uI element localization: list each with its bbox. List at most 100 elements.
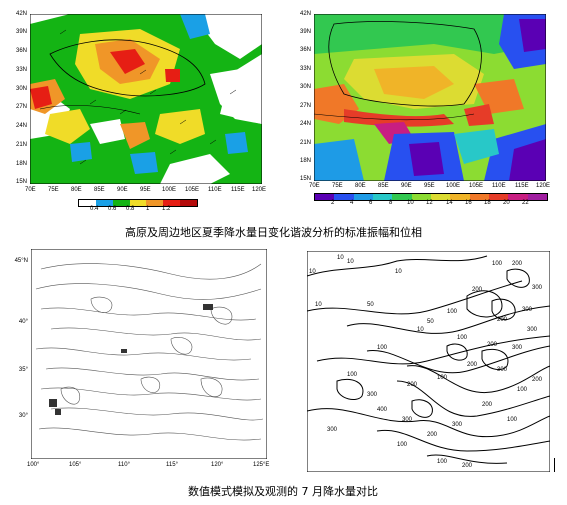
lon-label: 120E: [536, 183, 551, 189]
top-left-lat-labels: 42N 39N 36N 33N 30N 27N 24N 21N 18N 15N: [9, 11, 29, 185]
colorbar-swatch: [334, 194, 354, 200]
colorbar-swatch: [112, 200, 130, 206]
contour-label: 300: [327, 427, 338, 433]
contour-label: 100: [437, 375, 448, 381]
contour-label: 100: [397, 442, 408, 448]
colorbar-swatch: [488, 194, 509, 200]
colorbar-label: 0.8: [126, 206, 135, 212]
colorbar-label: 8: [389, 200, 393, 206]
top-left-lon-labels: 70E 75E 80E 85E 90E 95E 100E 105E 110E 1…: [25, 187, 266, 195]
lat-label: 18N: [15, 161, 27, 167]
caption-bottom: 数值模式模拟及观测的 7 月降水量对比: [188, 485, 378, 498]
lat-label: 35°: [18, 367, 28, 373]
lat-label: 30N: [299, 84, 311, 90]
contour-label: 10: [309, 269, 316, 275]
colorbar-swatch: [430, 194, 451, 200]
contour-label: 100: [492, 261, 503, 267]
lon-label: 110°: [118, 462, 130, 468]
colorbar-swatch: [508, 194, 528, 200]
top-left-colorbar-labels: 0.4 0.6 0.8 1 1.2: [78, 206, 196, 214]
top-right-map-canvas: [314, 14, 546, 181]
lon-label: 85E: [94, 187, 105, 193]
contour-label: 50: [367, 302, 374, 308]
colorbar-swatch: [146, 200, 164, 206]
colorbar-swatch: [392, 194, 412, 200]
lon-label: 100°: [27, 462, 40, 468]
lon-label: 75E: [332, 183, 343, 189]
colorbar-label: 22: [522, 200, 529, 206]
colorbar-label: 6: [369, 200, 373, 206]
colorbar-label: 12: [426, 200, 433, 206]
lon-label: 105°: [69, 462, 82, 468]
contour-label: 300: [367, 392, 378, 398]
lat-label: 39N: [15, 29, 27, 35]
lon-label: 105E: [185, 187, 200, 193]
colorbar-label: 4: [350, 200, 354, 206]
colorbar-swatch: [180, 200, 198, 206]
colorbar-swatch: [411, 194, 431, 200]
contour-label: 200: [482, 402, 493, 408]
lon-label: 115E: [231, 187, 245, 193]
lon-label: 105E: [469, 183, 484, 189]
top-right-map: [314, 14, 546, 181]
contour-label: 300: [522, 307, 533, 313]
colorbar-swatch: [163, 200, 181, 206]
lat-label: 30°: [18, 413, 28, 419]
contour-label: 50: [427, 319, 434, 325]
contour-label: 200: [407, 382, 418, 388]
bottom-right-edge-mark: [554, 458, 555, 472]
contour-label: 400: [377, 407, 388, 413]
lon-label: 115E: [515, 183, 529, 189]
colorbar-swatch: [450, 194, 470, 200]
lat-label: 24N: [299, 121, 311, 127]
lon-label: 100E: [162, 187, 177, 193]
colorbar-label: 10: [407, 200, 414, 206]
contour-label: 200: [427, 432, 438, 438]
top-right-lat-labels: 42N 39N 36N 33N 30N 27N 24N 21N 18N 15N: [293, 11, 313, 182]
contour-label: 200: [512, 261, 523, 267]
lat-label: 42N: [15, 11, 27, 17]
colorbar-label: 0.6: [108, 206, 117, 212]
contour-label: 100: [347, 372, 358, 378]
lat-label: 15N: [15, 179, 27, 185]
colorbar-label: 1.2: [162, 206, 171, 212]
colorbar-swatch: [469, 194, 489, 200]
lat-label: 42N: [299, 11, 311, 17]
bottom-right-map: 10 10 10 50 100 200 200 300 200 100 50 3…: [307, 251, 550, 472]
lat-label: 40°: [18, 319, 28, 325]
contour-label: 300: [532, 285, 543, 291]
lat-label: 33N: [15, 67, 27, 73]
contour-label: 100: [437, 459, 448, 465]
lon-label: 100E: [446, 183, 461, 189]
bottom-left-lat-labels: 45°N 40° 35° 30°: [8, 249, 30, 459]
contour-label: 10: [417, 327, 424, 333]
bottom-left-map-canvas: [31, 249, 267, 459]
lat-label: 45°N: [14, 258, 28, 264]
top-right-colorbar: [314, 193, 548, 201]
colorbar-swatch: [372, 194, 393, 200]
lon-label: 120°: [211, 462, 224, 468]
bottom-left-lon-labels: 100° 105° 110° 115° 120° 125°E: [27, 462, 270, 470]
lon-label: 80E: [71, 187, 82, 193]
colorbar-swatch: [129, 200, 147, 206]
lat-label: 27N: [15, 104, 27, 110]
colorbar-swatch: [79, 200, 96, 206]
contour-label: 10: [315, 302, 322, 308]
contour-label: 300: [452, 422, 463, 428]
contour-label: 300: [497, 367, 508, 373]
contour-label: 100: [517, 387, 528, 393]
lon-label: 115°: [166, 462, 178, 468]
lon-label: 70E: [309, 183, 320, 189]
lon-label: 125°E: [253, 462, 270, 468]
lat-label: 21N: [15, 142, 27, 148]
lat-label: 30N: [15, 86, 27, 92]
colorbar-swatch: [527, 194, 547, 200]
lon-label: 90E: [401, 183, 412, 189]
caption-top: 高原及周边地区夏季降水量日变化谐波分析的标准振幅和位相: [125, 226, 422, 239]
lat-label: 33N: [299, 66, 311, 72]
lat-label: 27N: [299, 103, 311, 109]
lon-label: 95E: [424, 183, 435, 189]
lat-label: 18N: [299, 158, 311, 164]
contour-label: 200: [497, 317, 508, 323]
top-right-lon-labels: 70E 75E 80E 85E 90E 95E 100E 105E 110E 1…: [309, 183, 550, 191]
